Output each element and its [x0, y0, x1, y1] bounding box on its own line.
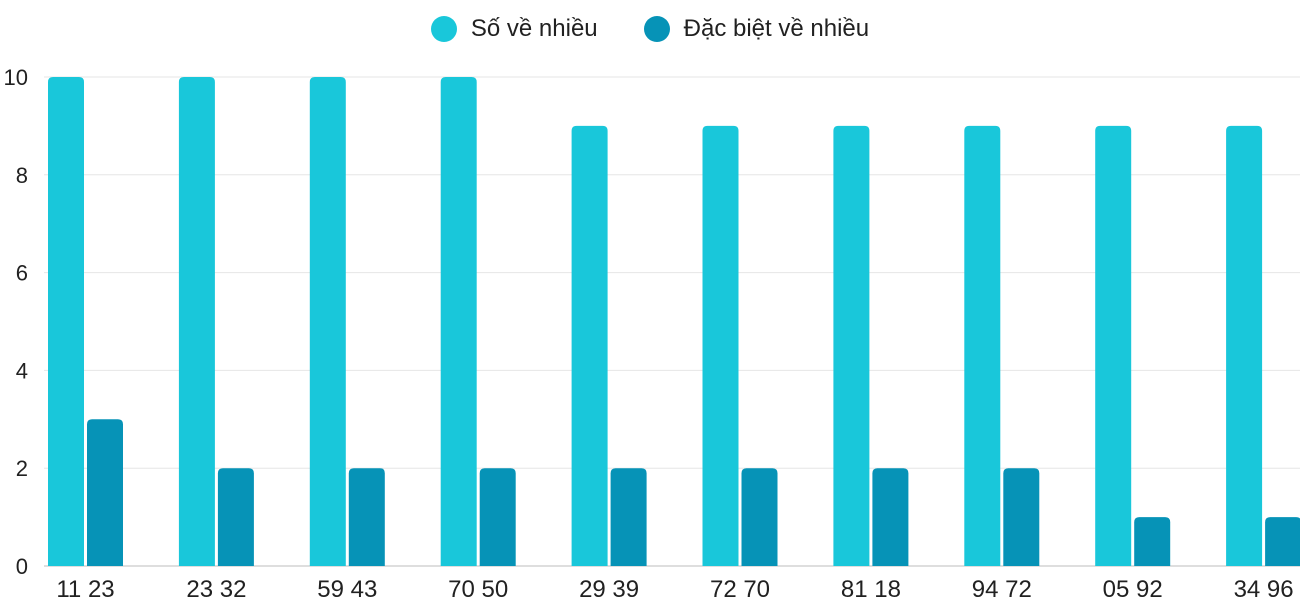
bar-series-2-7[interactable]: [1003, 468, 1040, 566]
bar-series-1-2[interactable]: [309, 77, 346, 566]
bar-series-2-0[interactable]: [87, 419, 123, 566]
bar-series-2-1[interactable]: [217, 468, 254, 566]
bar-series-1-6[interactable]: [833, 125, 870, 567]
bar-series-1-1[interactable]: [178, 77, 215, 566]
x-tick-label: 11 23: [56, 576, 114, 600]
y-tick-label: 10: [4, 65, 28, 90]
bar-series-2-4[interactable]: [610, 468, 647, 566]
x-tick-label: 05 92: [1103, 576, 1163, 600]
bar-series-1-9[interactable]: [1226, 125, 1263, 567]
legend-swatch-series-1: [430, 16, 457, 42]
x-tick-label: 81 18: [841, 576, 901, 600]
bar-series-2-2[interactable]: [348, 468, 385, 566]
y-tick-label: 4: [16, 358, 28, 383]
bar-series-1-3[interactable]: [440, 77, 477, 566]
y-tick-label: 6: [16, 261, 28, 286]
x-tick-label: 29 39: [579, 576, 639, 600]
bar-series-1-0[interactable]: [48, 77, 84, 566]
y-tick-label: 8: [16, 163, 28, 188]
bar-series-2-6[interactable]: [872, 468, 909, 566]
x-axis-tick-labels: 11 23 23 32 59 43 70 50 29 39 72 70 81 18 94 72…: [56, 576, 1293, 600]
bar-series-1-8[interactable]: [1095, 125, 1132, 567]
y-tick-label: 0: [16, 554, 28, 579]
y-tick-label: 2: [16, 456, 28, 481]
bar-series-2-5[interactable]: [741, 468, 778, 566]
x-tick-label: 94 72: [972, 576, 1032, 600]
x-tick-label: 72 70: [710, 576, 770, 600]
bar-series-2-8[interactable]: [1134, 517, 1171, 566]
bar-series-2-9[interactable]: [1265, 517, 1300, 566]
x-tick-label: 23 32: [186, 576, 246, 600]
x-tick-label: 34 96: [1234, 576, 1294, 600]
bar-series-2-3[interactable]: [479, 468, 516, 566]
chart-legend: Số về nhiều Đặc biệt về nhiều: [0, 8, 1300, 50]
x-tick-label: 59 43: [317, 576, 377, 600]
y-axis-tick-labels: 0 2 4 6 8 10: [4, 65, 28, 579]
legend-item-series-1[interactable]: Số về nhiều: [430, 15, 598, 43]
grid-lines: [44, 76, 1300, 567]
bar-series-1-7[interactable]: [964, 125, 1001, 567]
legend-item-series-2[interactable]: Đặc biệt về nhiều: [643, 15, 870, 43]
bar-series-1-5[interactable]: [702, 125, 739, 567]
legend-label-series-1: Số về nhiều: [470, 15, 598, 42]
legend-label-series-2: Đặc biệt về nhiều: [683, 15, 870, 42]
bar-series-1-4[interactable]: [571, 125, 608, 567]
legend-swatch-series-2: [643, 16, 670, 42]
x-tick-label: 70 50: [448, 576, 508, 600]
bars: [48, 77, 1300, 567]
